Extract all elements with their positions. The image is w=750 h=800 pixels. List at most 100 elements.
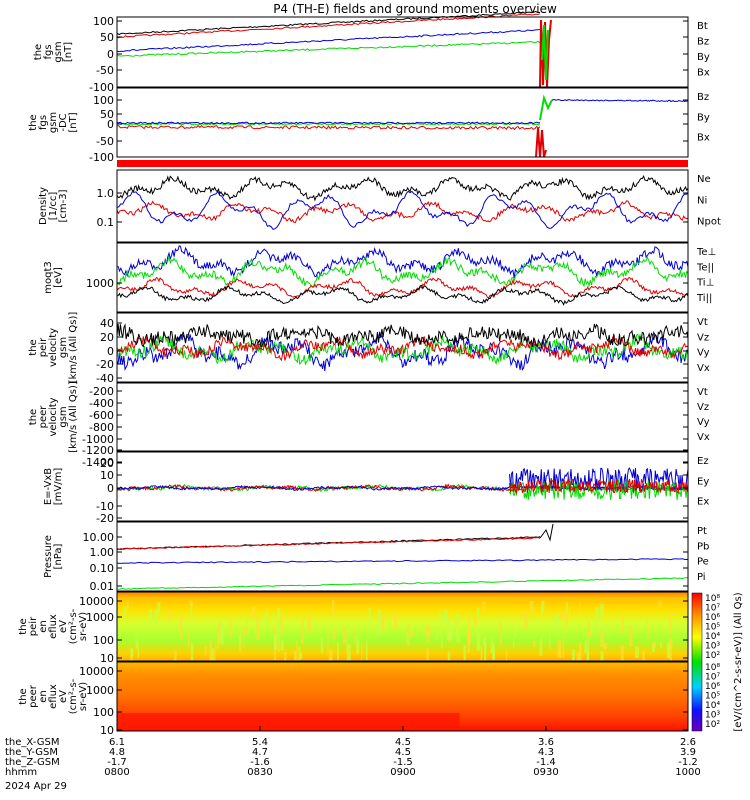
x-tick-label: 5.4 — [252, 737, 268, 748]
legend-entry: Vx — [697, 432, 710, 443]
panel-pressure: 10.00 1.00 0.10 0.01 Pressure [nPa] Pt Pb Pe Pi — [43, 521, 709, 593]
spec-streak — [377, 610, 382, 635]
y-tick-label: -50 — [96, 64, 114, 77]
x-row-label: hhmm — [5, 767, 37, 778]
y-axis-label: Density — [38, 187, 49, 225]
y-axis-label: -DC — [58, 113, 69, 131]
spec-streak — [368, 607, 371, 627]
spec-streak — [300, 652, 303, 660]
spec-streak — [277, 608, 281, 632]
y-axis-label: the — [28, 339, 39, 355]
spec-streak — [444, 610, 448, 624]
series-pi-line — [116, 558, 688, 564]
legend-entry: Ey — [697, 476, 709, 487]
spec-streak — [217, 621, 221, 644]
y-tick-label: 50 — [100, 31, 114, 44]
legend-entry: Vy — [697, 348, 710, 359]
y-tick-label: -100 — [89, 81, 114, 94]
spec-streak — [243, 632, 245, 649]
x-tick-label: 1000 — [675, 767, 700, 778]
legend-entry: Ti|| — [696, 293, 712, 304]
y-axis-label: eflux — [48, 684, 59, 709]
x-tick-label: -1.7 — [107, 757, 127, 768]
spec-streak — [600, 631, 605, 648]
spec-streak — [259, 620, 263, 628]
spec-streak — [512, 639, 515, 648]
spec-streak — [669, 615, 672, 634]
spec-streak — [190, 603, 193, 621]
legend-entry: Ti⊥ — [696, 278, 714, 289]
y-axis-label: eflux — [48, 614, 59, 639]
spec-streak — [426, 648, 429, 665]
colorbar-tick-label: 10³ — [705, 642, 720, 652]
spec-streak — [332, 600, 335, 617]
spec-streak — [273, 645, 277, 660]
spec-streak — [154, 609, 158, 624]
x-tick-label: 4.5 — [395, 737, 411, 748]
panel-density: 1.0 0.1 Density [1/cc] [cm-3] Ne Ni Npot — [38, 169, 721, 243]
y-axis-label: gsm — [53, 41, 64, 62]
spec-streak — [668, 637, 673, 650]
legend-entry: Vy — [697, 417, 710, 428]
panel-frame — [116, 382, 689, 452]
series-ti-line — [116, 255, 689, 288]
series-ez-burst — [509, 477, 689, 495]
legend-entry: Vz — [697, 402, 709, 413]
y-tick-label: -40 — [96, 372, 114, 385]
spec-streak — [484, 642, 487, 667]
series-by-spike — [541, 24, 549, 81]
y-axis-label: fgs — [43, 44, 54, 59]
spec-streak — [439, 609, 441, 628]
spec-streak — [217, 628, 219, 650]
y-axis-label: [nT] — [68, 112, 79, 132]
legend-entry: Te|| — [696, 262, 714, 273]
spec-streak — [482, 601, 486, 611]
y-axis-label: sr-eV) — [78, 612, 89, 641]
series-bz-spike — [539, 19, 552, 88]
x-tick-label: 4.8 — [109, 747, 125, 758]
colorbar — [691, 592, 703, 732]
spec-streak — [394, 612, 397, 630]
spec-streak — [272, 612, 275, 621]
series-bx-line — [116, 28, 541, 53]
y-axis-label: eV — [58, 690, 69, 703]
legend-entry: Te⊥ — [696, 247, 716, 258]
x-row-label: the_Z-GSM — [5, 757, 60, 768]
x-tick-label: 0800 — [104, 767, 129, 778]
y-tick-label: -100 — [89, 151, 114, 164]
y-tick-label: 50 — [100, 108, 114, 121]
panel-frame — [116, 451, 689, 522]
y-tick-label: -1000 — [82, 433, 114, 446]
legend-entry: Pt — [697, 526, 707, 537]
spec-streak — [600, 651, 604, 669]
panel-peir_en: 10000 1000 100 10 the peir en eflux eV (cm²-s-sr-… — [18, 591, 689, 675]
y-axis-label: gsm — [58, 406, 69, 427]
y-axis-label: [km/s (All Qs)] — [68, 312, 79, 384]
spec-streak — [565, 610, 568, 628]
spec-streak — [587, 621, 590, 637]
spec-streak — [280, 613, 283, 634]
x-tick-label: 4.7 — [252, 747, 268, 758]
legend-entry: Bx — [697, 133, 710, 144]
spec-streak — [647, 620, 649, 639]
spec-streak — [568, 607, 570, 618]
spec-streak — [229, 618, 232, 637]
spec-streak — [541, 603, 543, 618]
x-tick-label: -1.2 — [678, 757, 698, 768]
spec-streak — [604, 624, 609, 632]
spec-streak — [256, 615, 258, 640]
y-tick-label: 1000 — [86, 611, 114, 624]
spec-streak — [514, 625, 517, 638]
spec-streak — [560, 614, 564, 621]
spec-streak — [220, 622, 224, 645]
spec-streak — [658, 600, 662, 607]
legend-entry: Npot — [697, 217, 721, 228]
spec-streak — [332, 630, 337, 640]
spec-streak — [533, 620, 536, 626]
y-axis-label: sr-eV) — [78, 682, 89, 711]
y-tick-label: 100 — [93, 94, 114, 107]
spec-streak — [187, 630, 190, 648]
y-axis-label: fgs — [38, 115, 49, 130]
spec-streak — [307, 614, 311, 633]
